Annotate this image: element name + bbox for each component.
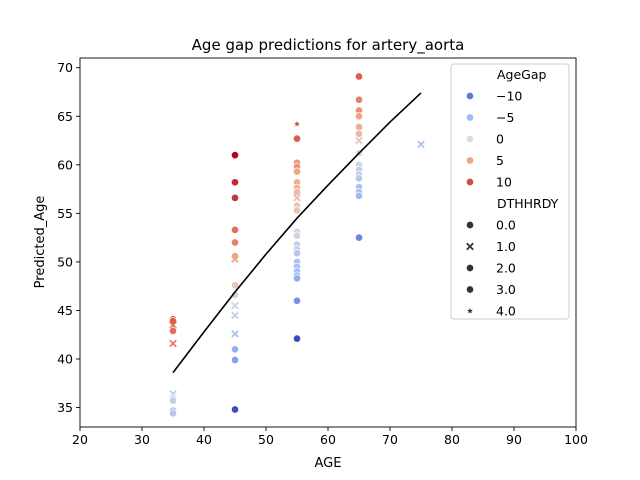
y-axis-ticks: 35 40 45 50 55 60 65 70: [57, 60, 80, 415]
data-point: [230, 345, 240, 354]
data-point: [169, 321, 177, 329]
data-point: [294, 121, 300, 127]
data-point: [168, 409, 178, 418]
y-tick-label: 65: [57, 109, 73, 124]
y-tick-label: 40: [57, 352, 73, 367]
legend-style-label: 2.0: [496, 261, 516, 276]
data-point: [354, 72, 364, 81]
data-point: [230, 193, 240, 202]
data-point: [292, 167, 302, 176]
legend-style-label: 0.0: [496, 218, 516, 233]
data-point: [230, 281, 240, 290]
data-point: [354, 233, 364, 242]
data-point: [354, 112, 364, 121]
fit-line-layer: [172, 92, 422, 374]
y-tick-label: 55: [57, 206, 73, 221]
legend-hue-label: 0: [496, 132, 504, 147]
legend-hue-marker: [465, 177, 475, 187]
legend-box: [450, 63, 570, 320]
data-point: [230, 238, 240, 247]
data-point: [292, 187, 302, 197]
legend-hue-marker: [465, 113, 475, 122]
y-tick-label: 70: [57, 60, 73, 75]
data-point: [292, 296, 302, 305]
data-point: [231, 301, 239, 310]
legend-style-title: DTHHRDY: [497, 196, 559, 211]
y-tick-label: 50: [57, 254, 73, 269]
data-point: [230, 225, 240, 234]
data-point: [230, 355, 240, 365]
legend-hue-label: 5: [496, 153, 504, 168]
data-point: [355, 136, 363, 145]
chart-title: Age gap predictions for artery_aorta: [192, 36, 465, 55]
y-axis-label: Predicted_Age: [33, 196, 48, 289]
data-point: [292, 334, 302, 343]
legend-hue-label: −10: [496, 89, 522, 104]
legend-hue-label: 10: [496, 175, 512, 190]
legend-style-marker: [466, 242, 474, 251]
legend-style-label: 4.0: [496, 304, 516, 319]
x-tick-label: 30: [134, 432, 150, 447]
legend: AgeGap −10 −5 0 5 10 DTHHRDY 0.0 1.0 2.0 3.0 4.0: [450, 63, 570, 320]
data-point: [230, 151, 240, 160]
x-tick-label: 100: [564, 432, 588, 447]
points-layer: [168, 72, 425, 418]
legend-hue-title: AgeGap: [497, 67, 547, 82]
data-point: [231, 329, 239, 338]
data-point: [231, 311, 239, 320]
data-point: [354, 95, 364, 104]
data-point: [230, 178, 240, 187]
x-tick-label: 60: [320, 432, 336, 447]
x-tick-label: 70: [382, 432, 398, 447]
data-point: [293, 193, 301, 202]
x-tick-label: 20: [72, 432, 88, 447]
y-tick-label: 45: [57, 303, 73, 318]
data-point: [292, 206, 302, 215]
data-point: [292, 274, 302, 283]
y-tick-label: 35: [57, 400, 73, 415]
data-point: [354, 129, 364, 138]
x-tick-label: 90: [506, 432, 522, 447]
data-point: [292, 231, 302, 240]
x-tick-label: 40: [196, 432, 212, 447]
data-point: [417, 140, 425, 149]
data-point: [292, 249, 302, 258]
x-tick-label: 50: [258, 432, 274, 447]
data-point: [169, 339, 177, 348]
legend-hue-marker: [465, 91, 475, 101]
x-axis-label: AGE: [315, 456, 342, 471]
data-point: [354, 174, 364, 183]
legend-hue-marker: [465, 134, 475, 144]
data-point: [231, 255, 239, 263]
fit-line: [172, 92, 422, 374]
x-tick-label: 80: [444, 432, 460, 447]
data-point: [168, 326, 178, 335]
data-point: [230, 405, 240, 414]
legend-style-marker: [465, 285, 475, 294]
data-point: [354, 122, 364, 131]
legend-style-marker: [465, 263, 475, 273]
legend-style-label: 1.0: [496, 239, 516, 254]
data-point: [168, 396, 178, 405]
legend-hue-label: −5: [496, 110, 514, 125]
y-tick-label: 60: [57, 157, 73, 172]
x-axis-ticks: 20 30 40 50 60 70 80 90 100: [72, 427, 588, 447]
legend-style-marker: [467, 308, 473, 314]
legend-hue-marker: [465, 156, 475, 165]
legend-style-marker: [465, 220, 475, 230]
data-point: [354, 191, 364, 200]
data-point: [292, 134, 302, 143]
data-point: [168, 317, 178, 326]
legend-style-label: 3.0: [496, 282, 516, 297]
